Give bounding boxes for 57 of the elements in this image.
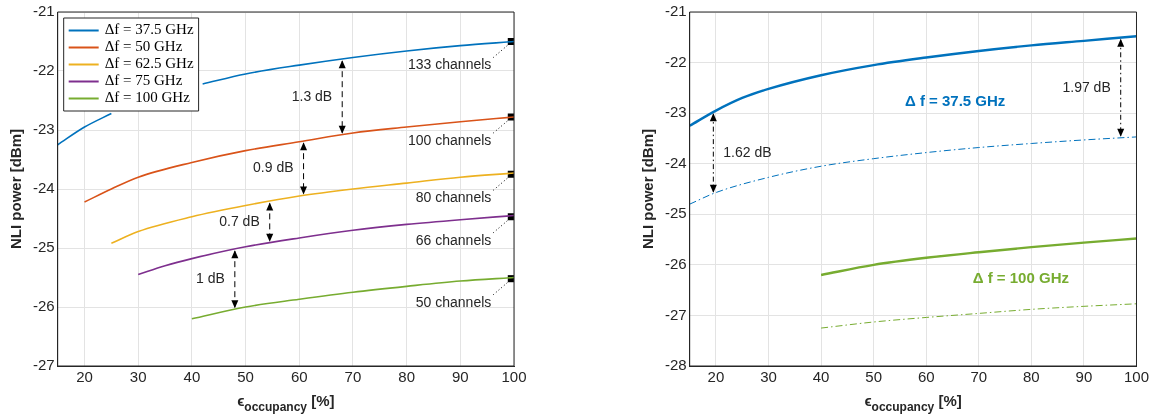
- line-series: [820, 303, 1137, 329]
- legend-label: Δf = 75 GHz: [104, 72, 183, 89]
- annotation: 133 channels: [408, 56, 492, 73]
- x-tick-label: 70: [344, 368, 362, 386]
- x-tick-label: 100: [501, 368, 527, 386]
- annotation: 1 dB: [196, 270, 225, 287]
- y-tick-label: -27: [664, 305, 687, 323]
- annotation: 66 channels: [415, 231, 492, 248]
- x-tick-label: 40: [812, 368, 830, 386]
- y-tick-label: -21: [32, 2, 55, 20]
- annotation: 1.3 dB: [291, 87, 333, 104]
- text: Δ f = 37.5 GHz: [904, 91, 1006, 109]
- annotation: 50 channels: [415, 293, 492, 310]
- x-tick-label: 50: [237, 368, 254, 386]
- x-tick-label: 70: [970, 368, 988, 386]
- x-tick-label: 30: [129, 368, 147, 386]
- legend-label: Δf = 62.5 GHz: [104, 55, 194, 72]
- y-tick-label: -26: [32, 297, 55, 315]
- x-tick-label: 90: [451, 368, 469, 386]
- x-tick-label: 20: [707, 368, 725, 386]
- annotation: 0.7 dB: [219, 212, 260, 229]
- annotation: 100 channels: [408, 131, 492, 148]
- y-tick-label: -26: [664, 255, 687, 272]
- x-tick-label: 20: [76, 368, 93, 386]
- line-series: [689, 136, 1137, 205]
- x-tick-label: 50: [865, 368, 882, 386]
- x-tick-label: 60: [290, 368, 308, 386]
- x-tick-label: 60: [917, 368, 935, 386]
- annotation: 80 channels: [415, 189, 492, 206]
- y-tick-label: -23: [664, 103, 687, 121]
- x-tick-label: 100: [1123, 368, 1149, 386]
- y-tick-label: -27: [32, 356, 55, 374]
- x-tick-label: 30: [760, 368, 777, 386]
- annotation: 1.62 dB: [723, 143, 772, 160]
- y-axis-title: NLI power [dBm]: [639, 129, 657, 249]
- y-tick-label: -21: [664, 2, 687, 20]
- y-tick-label: -23: [32, 120, 55, 138]
- y-tick-label: -22: [664, 52, 687, 70]
- x-tick-label: 40: [183, 368, 201, 386]
- y-axis-title: NLI power [dBm]: [7, 129, 25, 249]
- legend-label: Δf = 100 GHz: [104, 89, 191, 106]
- x-tick-label: 80: [1023, 368, 1040, 386]
- line-series: [110, 172, 514, 245]
- line-series: [689, 35, 1137, 127]
- annotation: 1.97 dB: [1062, 78, 1111, 95]
- y-tick-label: -25: [32, 238, 55, 256]
- legend-label: Δf = 50 GHz: [104, 38, 183, 55]
- series-label: Δ f = 100 GHz: [972, 269, 1069, 287]
- y-tick-label: -22: [32, 61, 55, 79]
- x-tick-label: 80: [398, 368, 415, 386]
- y-tick-label: -25: [664, 204, 687, 222]
- x-tick-label: 90: [1075, 368, 1093, 386]
- y-tick-label: -24: [32, 179, 55, 197]
- legend-label: Δf = 37.5 GHz: [104, 21, 194, 38]
- y-tick-label: -24: [664, 153, 687, 171]
- y-tick-label: -28: [664, 356, 687, 374]
- annotation: 0.9 dB: [253, 159, 294, 176]
